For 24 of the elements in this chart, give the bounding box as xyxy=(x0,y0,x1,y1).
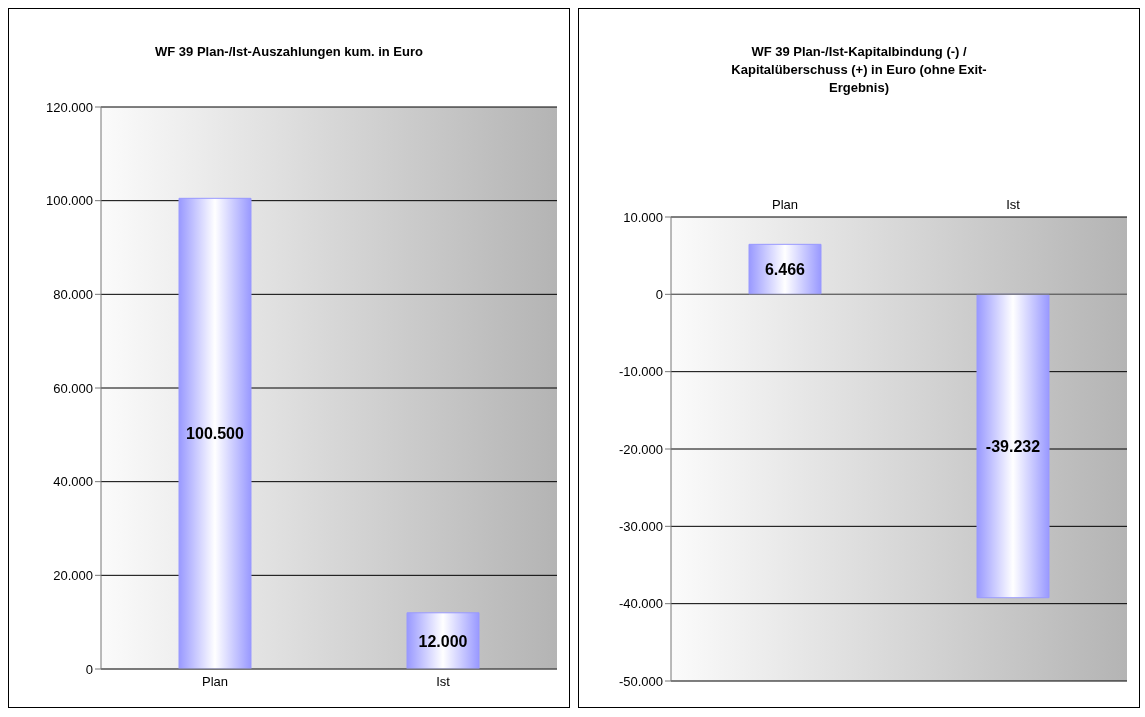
y-tick-label: 100.000 xyxy=(46,193,93,209)
x-tick-label: Plan xyxy=(201,674,229,690)
x-tick-label: Plan xyxy=(771,197,799,212)
y-tick-label: -40.000 xyxy=(618,596,663,612)
y-tick-label: 20.000 xyxy=(53,567,93,583)
x-tick-label: Ist xyxy=(1006,197,1021,212)
y-tick-label: 10.000 xyxy=(623,209,663,225)
y-tick-label: -10.000 xyxy=(618,364,663,380)
data-label: 100.500 xyxy=(186,425,245,443)
y-tick-label: -30.000 xyxy=(618,518,663,534)
y-tick-label: 60.000 xyxy=(53,380,93,396)
data-label: 6.466 xyxy=(764,261,806,279)
y-tick-label: -50.000 xyxy=(618,673,663,689)
data-label: 12.000 xyxy=(418,632,468,650)
y-tick-label: 80.000 xyxy=(53,286,93,302)
y-tick-label: 40.000 xyxy=(53,474,93,490)
data-label: -39.232 xyxy=(985,437,1041,455)
chart-title: WF 39 Plan-/Ist-Kapitalbindung (-) / Kapitalüberschuss (+) in Euro (ohne Exit-Ergebnis) xyxy=(730,43,988,97)
y-tick-label: 0 xyxy=(655,286,663,302)
y-tick-label: 120.000 xyxy=(46,99,93,115)
chart-title: WF 39 Plan-/Ist-Auszahlungen kum. in Euro xyxy=(155,43,423,61)
y-tick-label: 0 xyxy=(85,661,93,677)
x-tick-label: Ist xyxy=(436,674,451,690)
y-tick-label: -20.000 xyxy=(618,441,663,457)
